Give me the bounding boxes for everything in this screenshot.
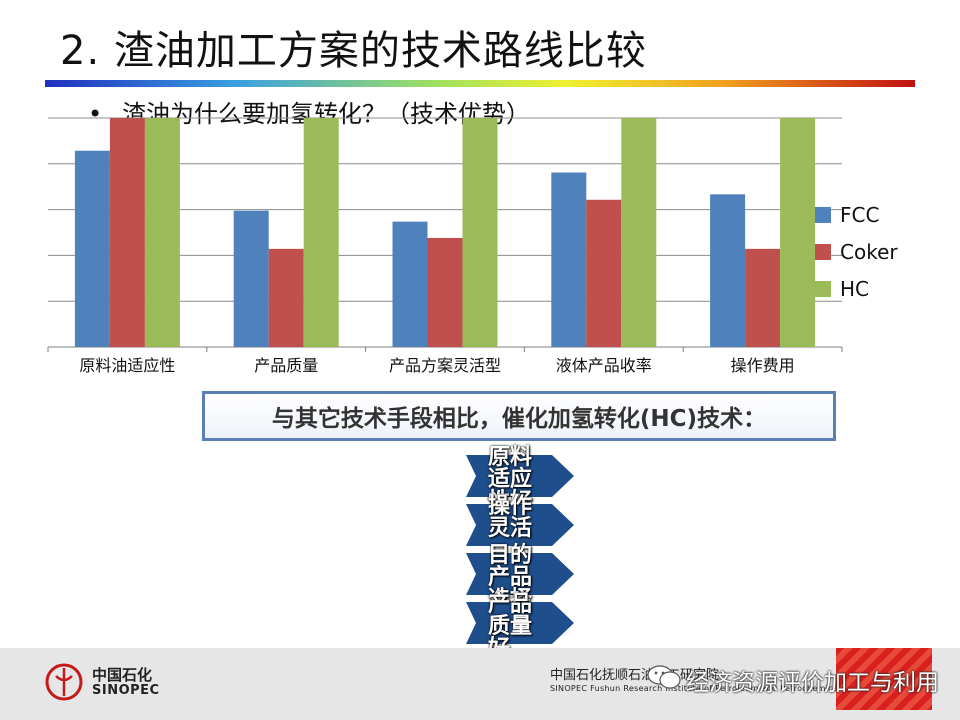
x-tick-label: 原料油适应性: [79, 356, 175, 375]
arrow-item-product-quality: 产品质量好: [466, 594, 574, 660]
footer-institute-en: SINOPEC Fushun Research Institute of Pet…: [550, 684, 846, 693]
bar-hc-3: [621, 118, 657, 347]
chart-legend: FCC Coker HC: [815, 196, 898, 307]
callout-box: 与其它技术手段相比，催化加氢转化(HC)技术：: [202, 391, 836, 441]
footer-company-en: SINOPEC: [92, 683, 160, 698]
bar-fcc-1: [233, 210, 269, 347]
arrow-item-operation-flexibility: 操作灵活: [466, 496, 574, 546]
watermark-text: 经济资源评价加工与利用: [686, 670, 939, 696]
bar-fcc-3: [551, 172, 587, 347]
bar-hc-4: [780, 118, 816, 347]
x-tick-label: 液体产品收率: [556, 356, 652, 375]
legend-item-coker: Coker: [815, 233, 898, 270]
bar-chart: 原料油适应性 产品质量 产品方案灵活型 液体产品收率 操作费用: [47, 117, 843, 375]
bar-coker-3: [586, 199, 622, 347]
bar-hc-2: [462, 118, 498, 347]
bar-fcc-4: [710, 194, 746, 347]
x-tick-label: 产品质量: [254, 356, 318, 375]
legend-label-coker: Coker: [840, 239, 898, 264]
wechat-icon: [647, 665, 681, 689]
bar-fcc-2: [392, 221, 428, 347]
legend-swatch-fcc: [815, 206, 831, 223]
title-gradient-rule: [45, 80, 915, 87]
bar-coker-2: [427, 237, 463, 347]
footer-bar: [0, 648, 960, 720]
x-tick-label: 操作费用: [731, 356, 795, 375]
chevron-arrow-icon: [466, 553, 574, 595]
bar-coker-0: [109, 118, 145, 347]
x-tick-label: 产品方案灵活型: [389, 356, 501, 375]
legend-swatch-hc: [815, 280, 831, 297]
bar-fcc-0: [74, 150, 110, 347]
arrow-label: 操作灵活: [488, 494, 533, 541]
legend-item-hc: HC: [815, 270, 898, 307]
bar-hc-0: [144, 118, 180, 347]
bullet-marker: •: [88, 100, 103, 128]
chevron-arrow-icon: [466, 455, 574, 497]
footer-red-block: [836, 648, 932, 710]
chevron-arrow-icon: [466, 602, 574, 644]
legend-label-fcc: FCC: [840, 202, 880, 227]
arrow-list: 原料适应性好 操作灵活 目的产品选择性高 产品质量好: [466, 447, 576, 660]
arrow-item-product-selectivity: 目的产品选择性高: [466, 545, 574, 633]
legend-swatch-coker: [815, 243, 831, 260]
legend-item-fcc: FCC: [815, 196, 898, 233]
arrow-item-feed-adaptability: 原料适应性好: [466, 447, 574, 513]
sinopec-logo-icon: [45, 663, 83, 701]
footer-company-cn: 中国石化: [92, 666, 153, 684]
legend-label-hc: HC: [840, 276, 870, 301]
bar-hc-1: [303, 118, 339, 347]
bar-coker-1: [268, 248, 304, 347]
chevron-arrow-icon: [466, 504, 574, 546]
slide-title: 2. 渣油加工方案的技术路线比较: [60, 28, 647, 74]
bar-coker-4: [745, 248, 781, 347]
